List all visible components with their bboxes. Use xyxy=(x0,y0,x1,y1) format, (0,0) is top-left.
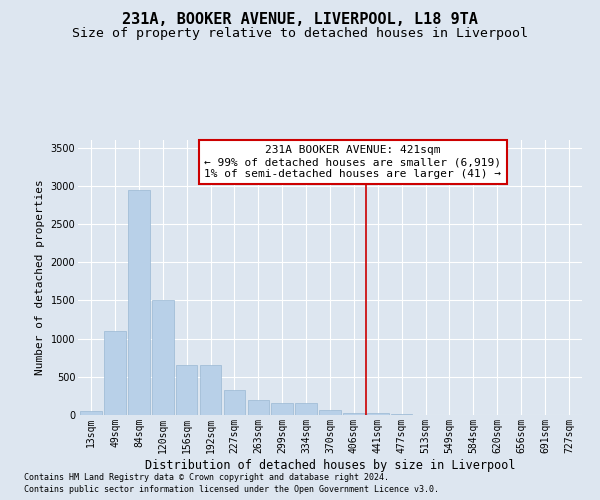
Text: Size of property relative to detached houses in Liverpool: Size of property relative to detached ho… xyxy=(72,28,528,40)
Bar xyxy=(248,400,269,415)
Y-axis label: Number of detached properties: Number of detached properties xyxy=(35,180,45,376)
Bar xyxy=(391,414,412,415)
Bar xyxy=(80,411,102,415)
Text: Contains HM Land Registry data © Crown copyright and database right 2024.: Contains HM Land Registry data © Crown c… xyxy=(24,472,389,482)
Bar xyxy=(224,390,245,415)
Text: 231A BOOKER AVENUE: 421sqm
← 99% of detached houses are smaller (6,919)
1% of se: 231A BOOKER AVENUE: 421sqm ← 99% of deta… xyxy=(204,146,501,178)
Bar xyxy=(271,403,293,415)
Bar xyxy=(152,300,173,415)
Bar xyxy=(176,366,197,415)
Text: Contains public sector information licensed under the Open Government Licence v3: Contains public sector information licen… xyxy=(24,485,439,494)
Text: 231A, BOOKER AVENUE, LIVERPOOL, L18 9TA: 231A, BOOKER AVENUE, LIVERPOOL, L18 9TA xyxy=(122,12,478,28)
Bar xyxy=(128,190,149,415)
X-axis label: Distribution of detached houses by size in Liverpool: Distribution of detached houses by size … xyxy=(145,458,515,471)
Bar xyxy=(319,410,341,415)
Bar xyxy=(200,366,221,415)
Bar xyxy=(367,413,389,415)
Bar xyxy=(295,403,317,415)
Bar xyxy=(104,331,126,415)
Bar xyxy=(343,412,365,415)
